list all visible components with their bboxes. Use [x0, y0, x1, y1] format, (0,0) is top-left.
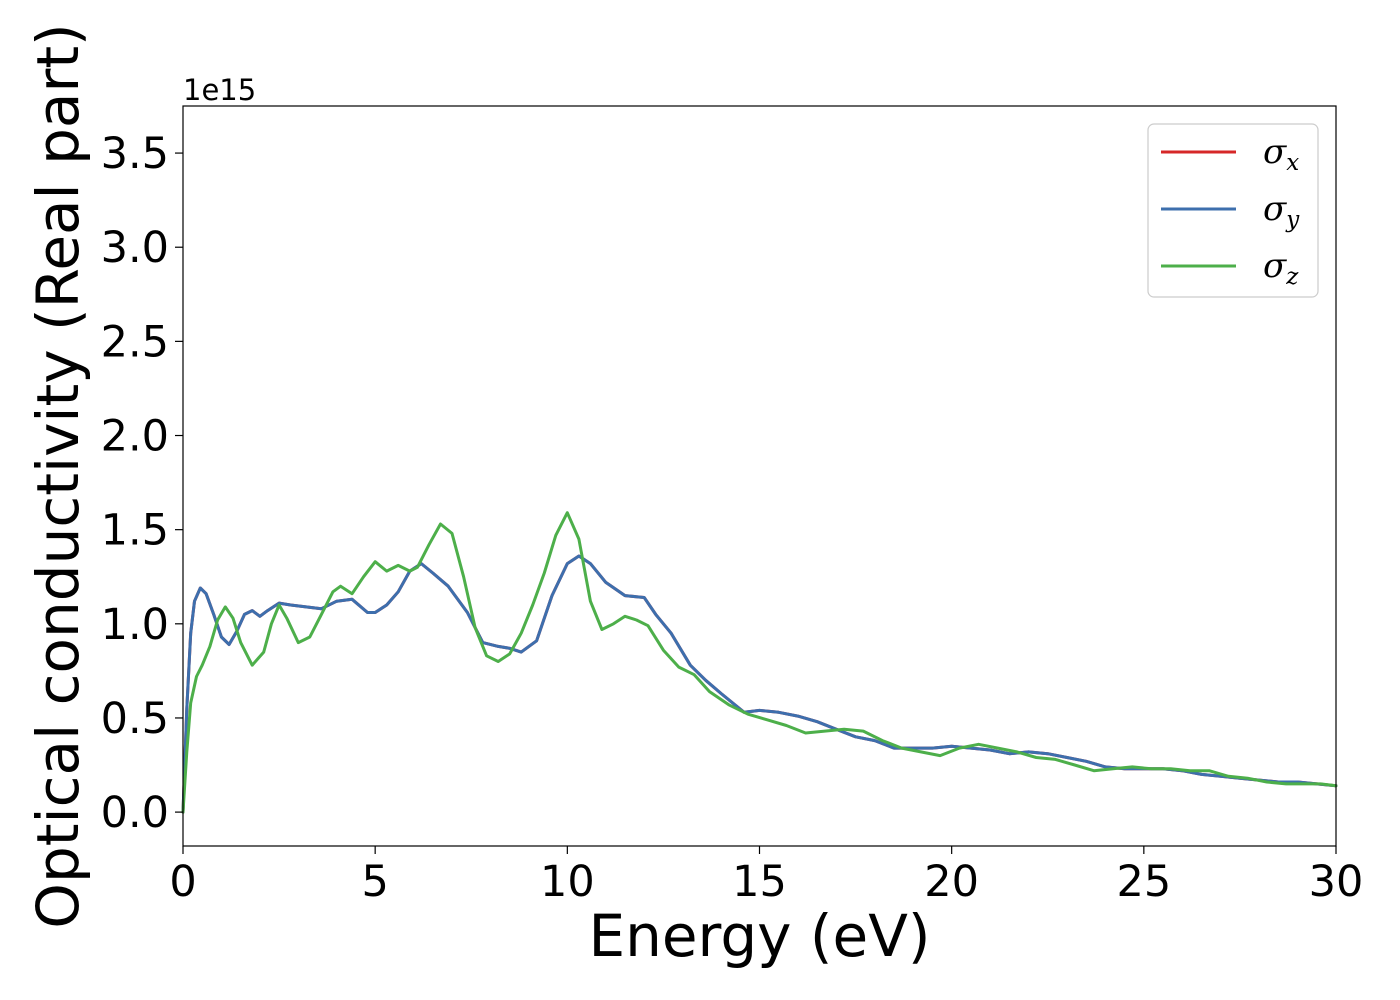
- series-line-y: [181, 554, 1338, 814]
- y-tick-label: 3.5: [101, 129, 169, 179]
- y-tick-label: 1.5: [101, 506, 169, 556]
- y-tick-label: 2.0: [101, 412, 169, 462]
- y-offset-label: 1e15: [183, 73, 256, 107]
- series-layer: [181, 511, 1338, 814]
- legend-label-y: σy: [1263, 189, 1300, 233]
- x-axis: 0 5 10 15 20 25 30: [169, 846, 1363, 907]
- x-tick-label: 15: [732, 857, 787, 907]
- y-axis-title: Optical conductivity (Real part): [24, 23, 92, 928]
- legend: σx σy σz: [1147, 123, 1319, 298]
- y-tick-label: 0.0: [101, 788, 169, 838]
- legend-label-x: σx: [1263, 132, 1299, 176]
- x-tick-label: 25: [1116, 857, 1171, 907]
- y-tick-label: 3.0: [101, 223, 169, 273]
- x-tick-label: 20: [924, 857, 979, 907]
- x-tick-label: 5: [361, 857, 388, 907]
- y-tick-label: 0.5: [101, 694, 169, 744]
- legend-label-z: σz: [1263, 246, 1299, 290]
- x-tick-label: 10: [540, 857, 595, 907]
- x-tick-label: 0: [169, 857, 196, 907]
- series-line-z: [181, 511, 1338, 814]
- y-tick-label: 2.5: [101, 317, 169, 367]
- y-tick-label: 1.0: [101, 600, 169, 650]
- y-axis: 0.0 0.5 1.0 1.5 2.0 2.5 3.0 3.5: [101, 129, 183, 838]
- x-axis-title: Energy (eV): [588, 902, 930, 970]
- x-tick-label: 30: [1309, 857, 1364, 907]
